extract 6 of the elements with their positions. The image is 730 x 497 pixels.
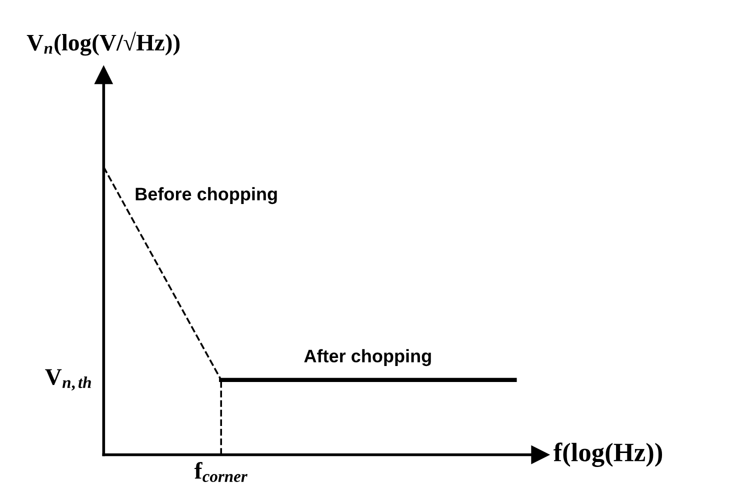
x-axis-title: f(log(Hz)) [553, 442, 662, 467]
y-axis-title: V$_{n}$(log(V/√Hz)) [26, 32, 180, 56]
series-label: Before chopping [136, 187, 277, 204]
text: f$_{corner}$ [194, 462, 248, 482]
series-label: After chopping [304, 349, 431, 366]
text: V$_{n,th}$ [45, 369, 91, 390]
